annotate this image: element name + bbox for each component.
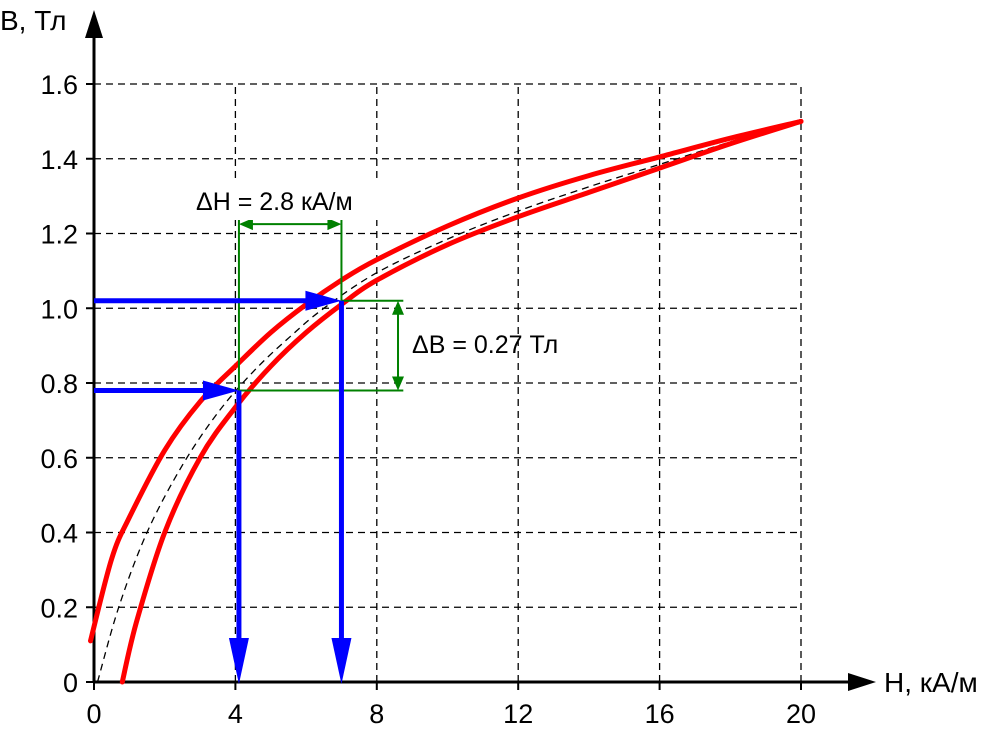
y-tick-label: 0 xyxy=(63,668,78,698)
annotations xyxy=(94,182,405,684)
axes xyxy=(85,10,876,691)
y-tick-label: 0.8 xyxy=(40,369,78,399)
delta-h-label-bg xyxy=(186,182,392,220)
x-axis-arrow-icon xyxy=(848,673,876,691)
delta-b-label: ΔB = 0.27 Тл xyxy=(412,331,558,359)
b-level-arrowhead-icon xyxy=(305,290,342,311)
y-tick-label: 1.2 xyxy=(40,220,78,250)
x-tick-label: 16 xyxy=(645,699,675,729)
y-tick-label: 0.2 xyxy=(40,593,78,623)
x-tick-label: 20 xyxy=(786,699,816,729)
y-tick-label: 1.6 xyxy=(40,70,78,100)
delta-h-arrow-left-icon xyxy=(238,218,253,231)
x-axis-title: H, кА/м xyxy=(884,667,978,698)
curve-middle-curve xyxy=(96,120,802,683)
x-tick-label: 12 xyxy=(503,699,533,729)
x-tick-label: 0 xyxy=(86,699,101,729)
y-tick-label: 1.4 xyxy=(40,145,78,175)
h-drop-arrowhead-icon xyxy=(331,638,352,684)
delta-b-arrow-top-icon xyxy=(392,300,405,315)
tick-labels: 0 4 8 12 16 20 0 0.2 0.4 0.6 0.8 1.0 1.2 1.4 1.6 xyxy=(40,70,816,729)
y-axis-arrow-icon xyxy=(85,10,103,38)
h-drop-arrowhead-icon xyxy=(228,638,249,684)
curve-upper-branch xyxy=(88,118,804,644)
y-tick-label: 0.6 xyxy=(40,444,78,474)
y-axis-title: B, Тл xyxy=(0,5,66,36)
y-tick-label: 1.0 xyxy=(40,294,78,324)
x-tick-label: 8 xyxy=(369,699,384,729)
y-tick-label: 0.4 xyxy=(40,519,78,549)
grid xyxy=(94,83,802,682)
delta-h-arrow-right-icon xyxy=(327,218,342,231)
b-level-arrowhead-icon xyxy=(202,380,239,401)
delta-b-arrow-bottom-icon xyxy=(392,376,405,391)
delta-h-label: ΔH = 2.8 кА/м xyxy=(196,188,353,216)
x-tick-label: 4 xyxy=(228,699,243,729)
